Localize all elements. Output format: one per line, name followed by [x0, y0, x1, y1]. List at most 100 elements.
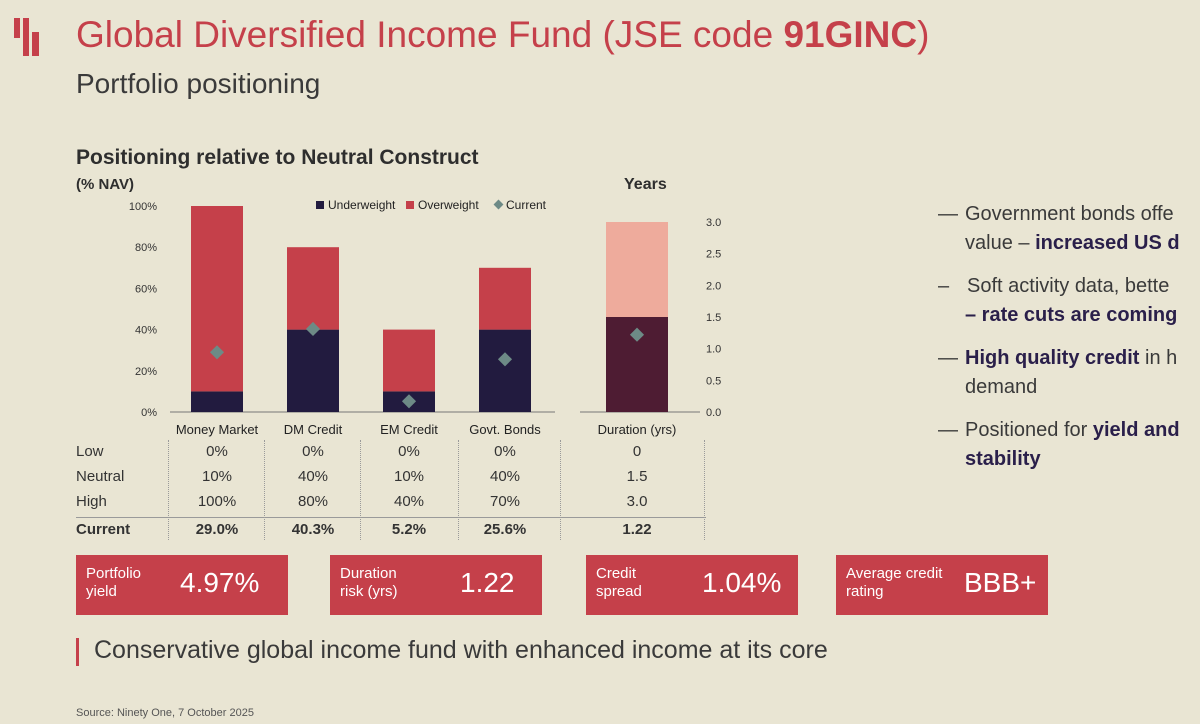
current-marker: [401, 394, 417, 409]
duration-overweight-bar: [606, 222, 668, 317]
bullet-dash: –: [938, 275, 950, 297]
column-separator: [264, 440, 265, 540]
left-axis-tick: 0%: [141, 407, 157, 419]
tagline: Conservative global income fund with enh…: [94, 636, 828, 664]
box-label: Average credit rating: [846, 565, 943, 600]
table-cell: 100%: [197, 493, 237, 510]
table-cell: 40%: [489, 468, 521, 485]
current-marker: [305, 321, 321, 337]
left-axis-tick: 20%: [135, 366, 157, 378]
table-cell: 1.22: [622, 521, 652, 538]
tagline-accent: [76, 638, 79, 666]
row-label: Current: [76, 521, 131, 538]
table-cell: 0%: [494, 443, 516, 460]
table-row: Current 29.0% 40.3% 5.2% 25.6% 1.22: [76, 517, 706, 542]
portfolio-yield-box: Portfolio yield 4.97%: [76, 555, 288, 615]
row-label: Low: [76, 443, 104, 460]
left-axis-label: (% NAV): [76, 176, 135, 193]
category-label: Duration (yrs): [598, 422, 677, 437]
box-value: 1.22: [460, 567, 515, 598]
bullet-line: Positioned for yield and: [965, 419, 1180, 441]
table-cell: 0: [632, 443, 642, 460]
category-label: Govt. Bonds: [469, 422, 541, 437]
bullet-line: value – increased US d: [965, 232, 1180, 254]
underweight-bar: [479, 329, 531, 412]
duration-risk-box: Duration risk (yrs) 1.22: [330, 555, 542, 615]
legend-swatch: [316, 201, 324, 209]
category-label: EM Credit: [380, 422, 438, 437]
table-cell: 10%: [201, 468, 233, 485]
box-value: 1.04%: [702, 567, 782, 598]
bullet-line: stability: [965, 448, 1041, 470]
bullet-dash: —: [938, 347, 958, 369]
table-cell: 0%: [398, 443, 420, 460]
legend-label: Current: [506, 198, 547, 212]
bullet-line: demand: [965, 376, 1038, 398]
table-row: Low 0% 0% 0% 0% 0: [76, 440, 706, 464]
box-value: BBB+: [964, 567, 1037, 598]
page-subtitle: Portfolio positioning: [76, 68, 321, 99]
right-axis-tick: 0.0: [706, 407, 721, 419]
table-cell: 40.3%: [291, 521, 335, 538]
table-cell: 29.0%: [195, 521, 239, 538]
category-label: DM Credit: [284, 422, 343, 437]
table-cell: 0%: [206, 443, 228, 460]
column-separator: [168, 440, 169, 540]
left-axis-tick: 100%: [129, 201, 157, 213]
box-value: 4.97%: [180, 567, 260, 598]
credit-spread-box: Credit spread 1.04%: [586, 555, 798, 615]
bullet-line: Soft activity data, bette: [967, 275, 1170, 297]
bullet-dash: —: [938, 419, 958, 441]
left-axis-tick: 80%: [135, 242, 157, 254]
current-marker: [209, 345, 225, 360]
positioning-chart: 0% 20% 40% 60% 80% 100% 0.0 0.5 1.0 1.5 2.0 2.5 3.0 M…: [129, 198, 721, 437]
table-cell: 40%: [393, 493, 425, 510]
table-cell: 0%: [302, 443, 324, 460]
bullet-line: – rate cuts are coming: [965, 304, 1178, 326]
ninety-one-logo: [14, 18, 40, 56]
page-title: Global Diversified Income Fund (JSE code…: [76, 14, 930, 55]
right-axis-tick: 0.5: [706, 375, 721, 387]
table-row: High 100% 80% 40% 70% 3.0: [76, 490, 706, 514]
category-label: Money Market: [176, 422, 259, 437]
source-note: Source: Ninety One, 7 October 2025: [76, 707, 254, 719]
table-cell: 40%: [297, 468, 329, 485]
bullet-line: Government bonds offe: [965, 203, 1174, 225]
column-separator: [458, 440, 459, 540]
overweight-bar: [191, 206, 243, 392]
table-cell: 25.6%: [483, 521, 527, 538]
table-cell: 3.0: [626, 493, 648, 510]
right-axis-tick: 2.0: [706, 280, 721, 292]
table-cell: 10%: [393, 468, 425, 485]
left-axis-tick: 40%: [135, 325, 157, 337]
underweight-bar: [191, 391, 243, 412]
legend-label: Overweight: [418, 198, 479, 212]
right-axis-tick: 3.0: [706, 217, 721, 229]
right-axis-label: Years: [624, 176, 667, 193]
underweight-bar: [287, 329, 339, 412]
average-credit-rating-box: Average credit rating BBB+: [836, 555, 1048, 615]
chart-title: Positioning relative to Neutral Construc…: [76, 146, 479, 169]
current-marker: [497, 352, 513, 367]
right-axis-tick: 2.5: [706, 249, 721, 261]
table-cell: 1.5: [626, 468, 648, 485]
table-cell: 80%: [297, 493, 329, 510]
column-separator: [560, 440, 561, 540]
row-label: Neutral: [76, 468, 125, 485]
duration-current-marker: [629, 327, 645, 342]
bullet-line: High quality credit in h: [965, 347, 1178, 369]
legend-swatch: [493, 199, 504, 210]
box-label: Duration risk (yrs): [340, 565, 398, 600]
right-axis-tick: 1.0: [706, 344, 721, 356]
box-label: Credit spread: [596, 565, 642, 600]
table-cell: 70%: [489, 493, 521, 510]
overweight-bar: [383, 329, 435, 392]
legend-label: Underweight: [328, 198, 396, 212]
right-axis-tick: 1.5: [706, 312, 721, 324]
table-cell: 5.2%: [391, 521, 427, 538]
overweight-bar: [479, 267, 531, 330]
box-label: Portfolio yield: [86, 565, 142, 600]
overweight-bar: [287, 247, 339, 330]
column-separator: [360, 440, 361, 540]
legend-swatch: [406, 201, 414, 209]
